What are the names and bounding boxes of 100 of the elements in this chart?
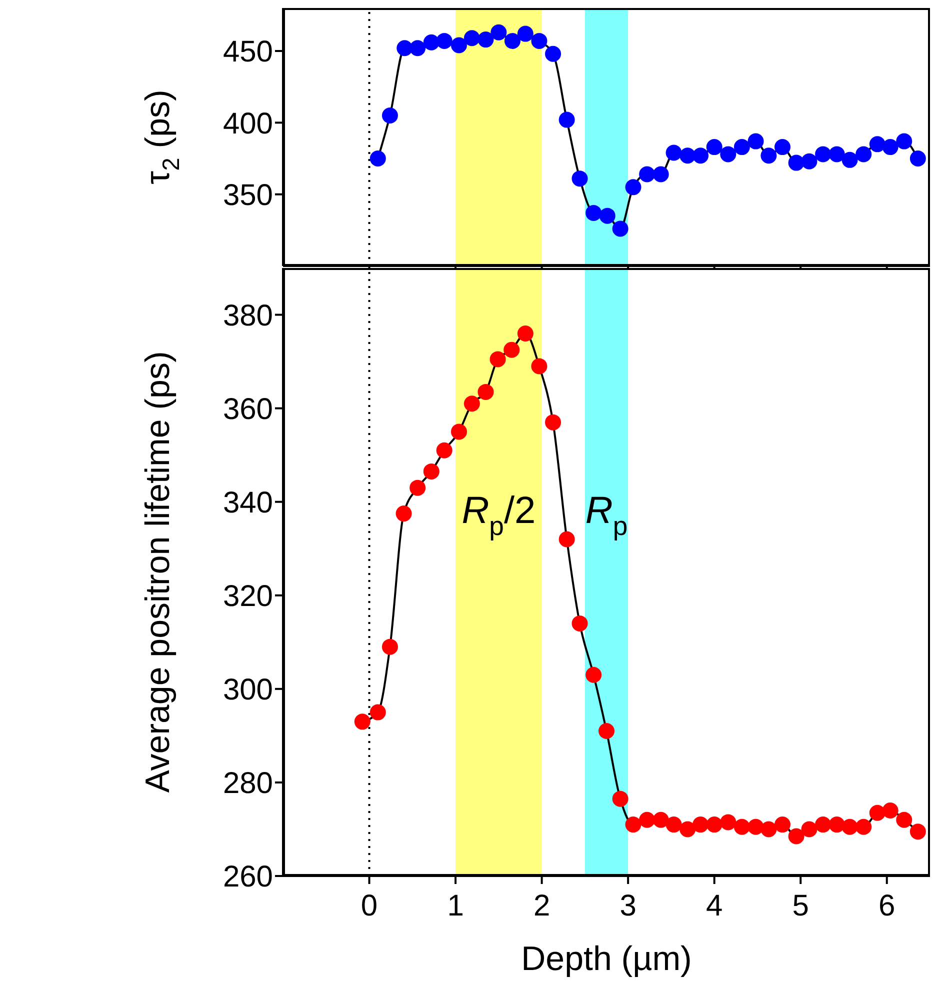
point <box>450 37 467 54</box>
x-tick-label: 1 <box>447 889 464 922</box>
point <box>666 144 682 161</box>
band-label: R$_{p}$/2 <box>462 490 536 542</box>
point <box>478 384 494 400</box>
point <box>639 166 656 182</box>
point <box>517 325 534 342</box>
point <box>545 46 562 62</box>
point <box>882 139 898 156</box>
point <box>572 170 588 187</box>
point <box>869 804 886 821</box>
y-tick-label: 450 <box>222 36 273 69</box>
point <box>531 358 548 374</box>
y-tick-label: 350 <box>222 178 273 212</box>
point <box>478 32 494 48</box>
point <box>720 146 736 162</box>
point <box>612 790 628 807</box>
point <box>910 824 926 840</box>
y-tick-label: 340 <box>222 486 273 520</box>
y-tick-label: 300 <box>222 674 273 707</box>
point <box>706 816 722 833</box>
point <box>706 139 722 156</box>
point <box>545 414 562 430</box>
y-tick-label: 380 <box>222 299 273 332</box>
point <box>517 26 534 42</box>
point <box>652 812 669 828</box>
point <box>504 32 520 49</box>
y-tick-label: 280 <box>222 767 273 800</box>
point <box>382 638 398 655</box>
point <box>354 714 370 730</box>
point <box>382 108 398 124</box>
x-tick-label: 4 <box>706 889 723 922</box>
point <box>815 816 832 833</box>
point <box>464 30 480 46</box>
point <box>760 821 777 838</box>
point <box>788 828 804 844</box>
point <box>625 816 642 833</box>
point <box>436 32 452 49</box>
point <box>558 112 575 128</box>
point <box>856 818 872 835</box>
point <box>680 821 696 838</box>
point <box>396 40 413 56</box>
y-tick-label: 400 <box>222 107 273 140</box>
y-tick-label: 360 <box>222 392 273 426</box>
point <box>815 146 832 162</box>
x-tick-label: 6 <box>878 889 896 922</box>
point <box>896 812 912 828</box>
x-tick-label: 0 <box>360 889 378 922</box>
point <box>666 816 682 833</box>
point <box>572 615 588 632</box>
point <box>396 506 412 522</box>
point <box>760 148 777 164</box>
band-label: R$_{p}$ <box>585 490 628 542</box>
point <box>490 24 507 40</box>
point <box>734 139 750 156</box>
point <box>842 818 858 835</box>
point <box>423 463 440 480</box>
point <box>774 816 790 833</box>
point <box>423 34 440 50</box>
point <box>504 342 520 358</box>
point <box>599 208 616 224</box>
point <box>801 153 818 170</box>
point <box>720 814 736 830</box>
point <box>450 424 467 440</box>
point <box>774 139 790 156</box>
point <box>370 150 386 166</box>
point <box>410 480 426 496</box>
point <box>842 152 858 168</box>
point <box>370 704 386 720</box>
point <box>856 146 872 162</box>
point <box>410 40 426 56</box>
point <box>748 133 764 150</box>
point <box>490 351 506 368</box>
point <box>586 204 602 221</box>
x-axis-title: Depth (µm) <box>521 940 692 978</box>
point <box>692 148 709 164</box>
point <box>692 816 709 833</box>
point <box>598 723 614 740</box>
y-tick-label: 320 <box>222 580 273 614</box>
point <box>639 812 656 828</box>
point <box>586 666 602 683</box>
point <box>828 816 845 833</box>
x-tick-label: 2 <box>533 889 550 922</box>
point <box>612 220 628 237</box>
point <box>882 802 898 819</box>
point <box>436 442 452 458</box>
point <box>910 150 926 166</box>
point <box>531 32 548 49</box>
point <box>896 133 912 150</box>
y-tick-label: 260 <box>222 860 273 894</box>
point <box>625 179 642 196</box>
point <box>734 818 750 835</box>
point <box>801 821 818 838</box>
point <box>828 146 845 162</box>
x-tick-label: 3 <box>620 889 636 922</box>
point <box>680 148 696 164</box>
point <box>464 396 480 412</box>
point <box>748 818 764 835</box>
y-axis-title: Average positron lifetime (ps) <box>139 351 177 793</box>
point <box>558 531 575 548</box>
